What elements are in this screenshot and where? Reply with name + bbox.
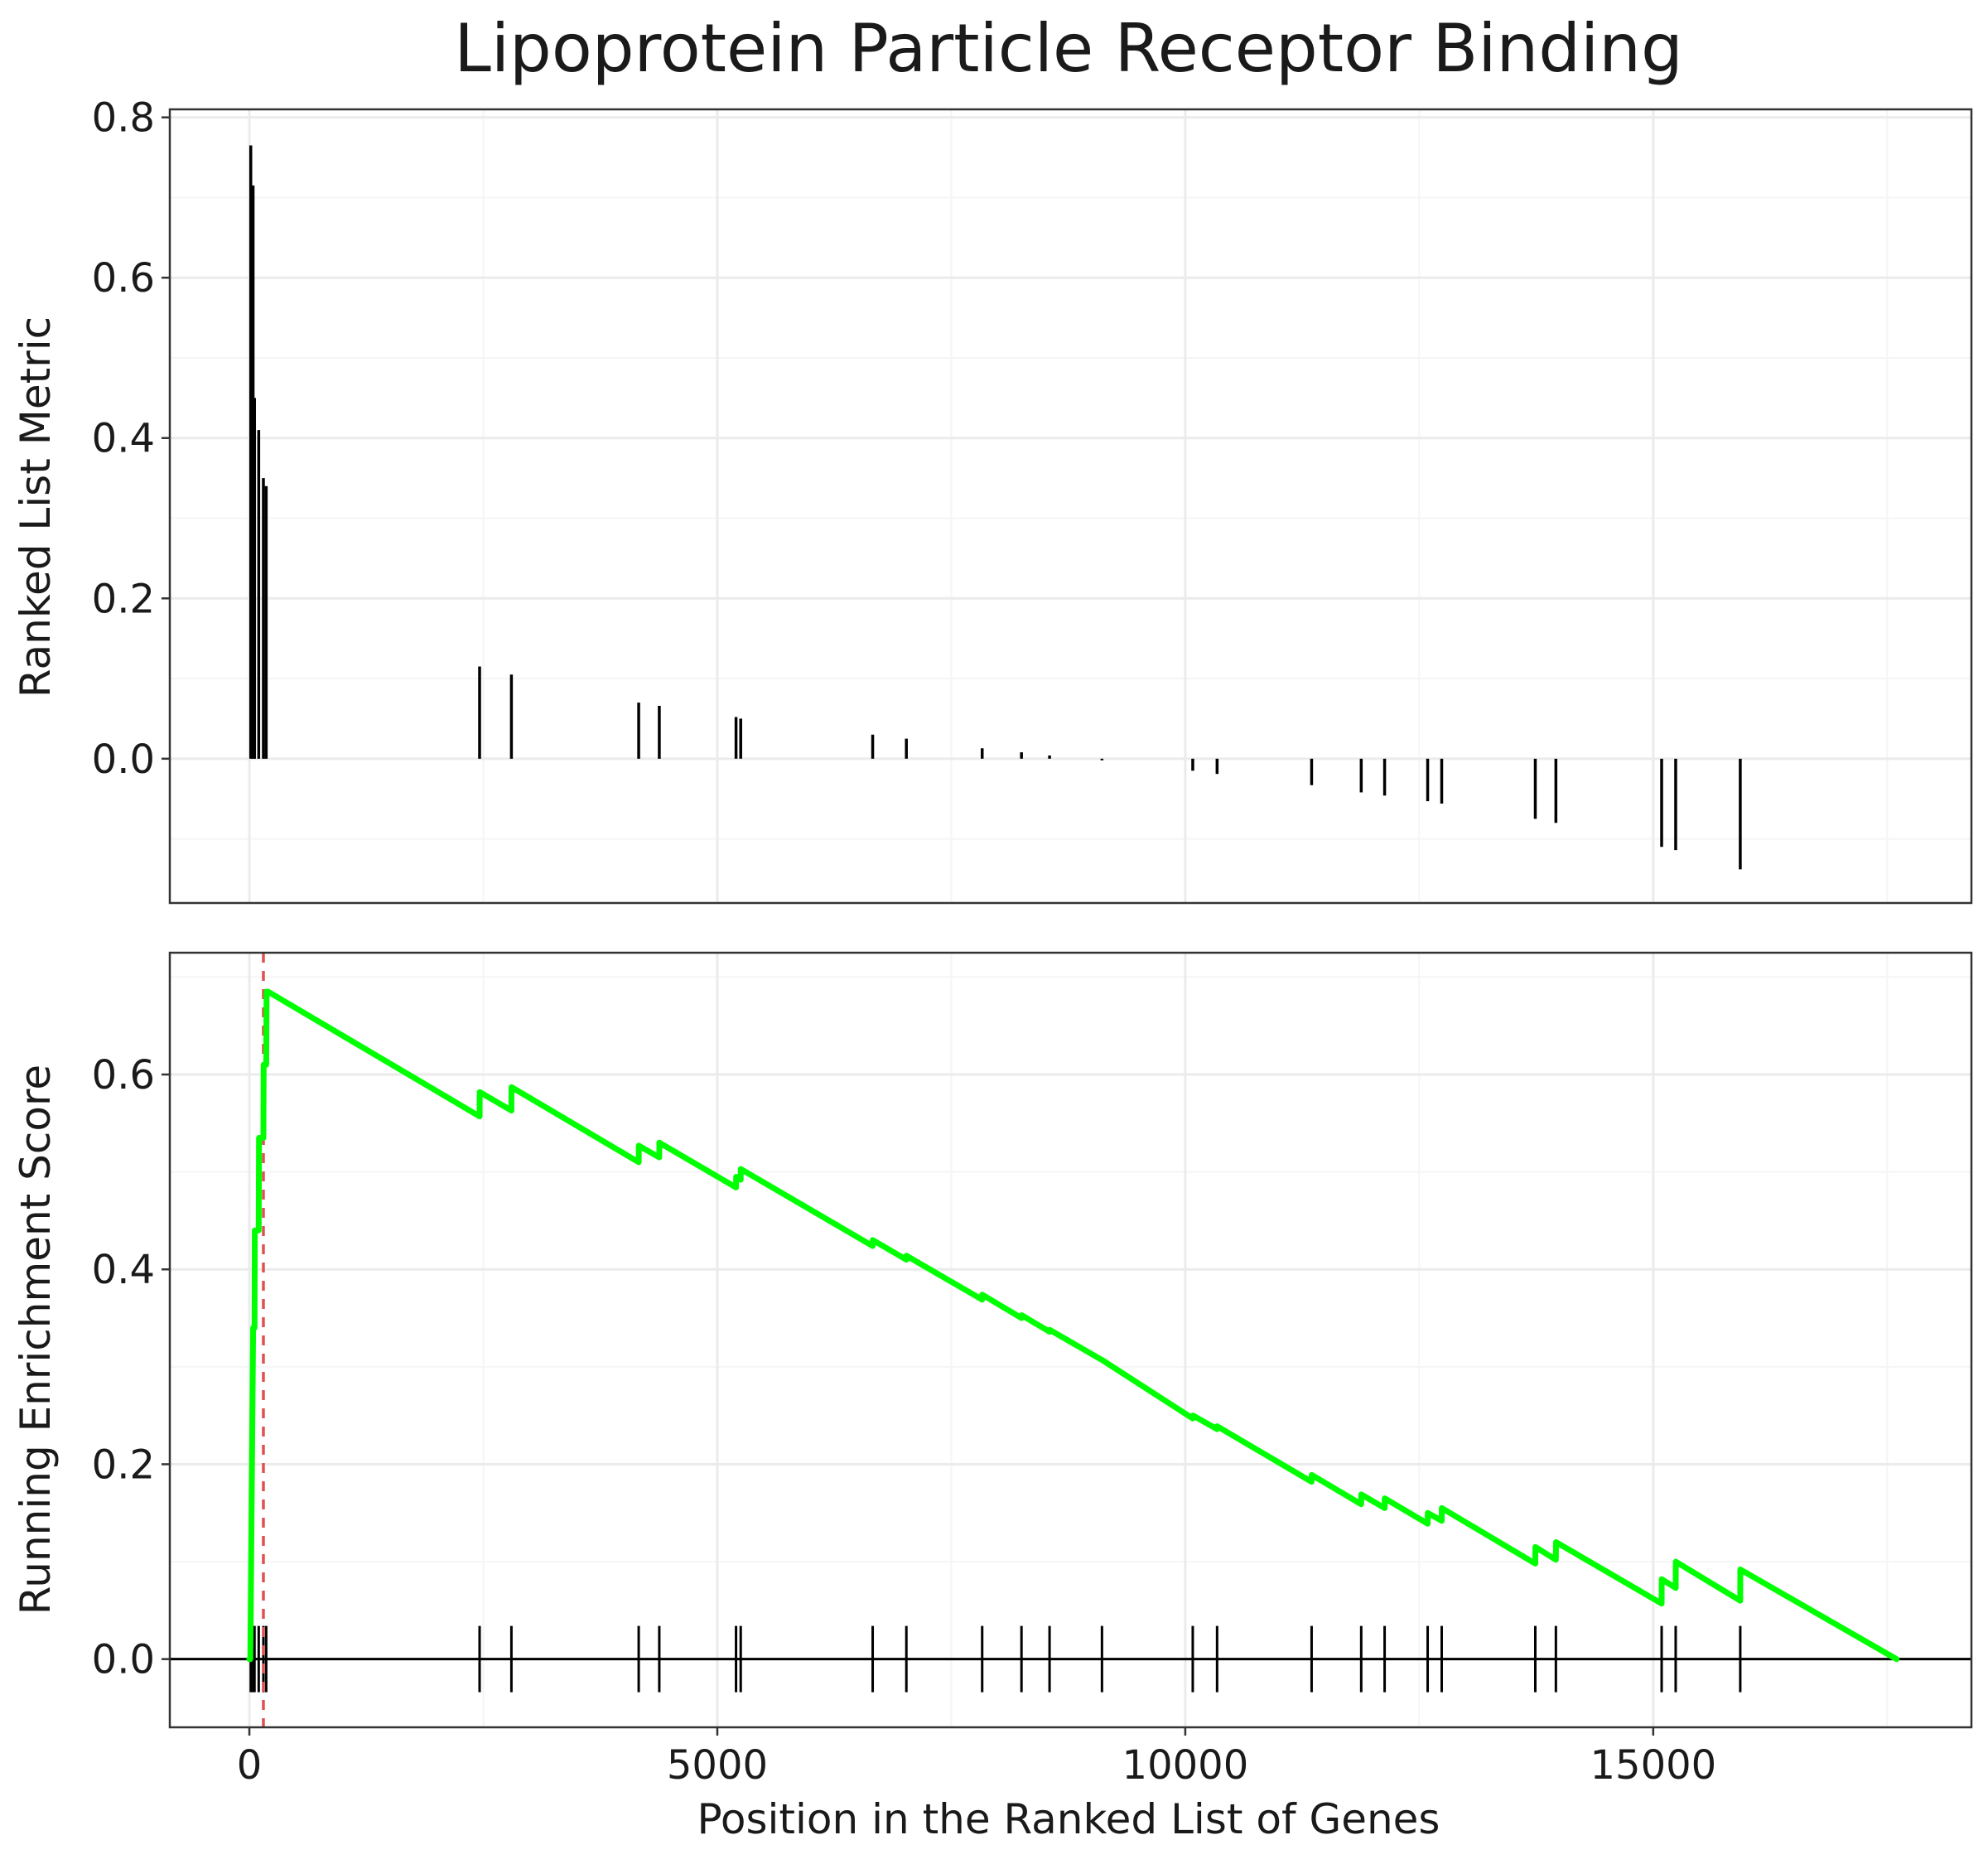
ranked-metric-y-axis-label: Ranked List Metric [12, 316, 60, 698]
enrichment-score-y-axis-label: Running Enrichment Score [12, 1065, 60, 1615]
bottom-y-tick-label: 0.4 [92, 1247, 155, 1293]
bottom-panel-border [168, 951, 1973, 1729]
bottom-y-tick-label: 0.2 [92, 1441, 155, 1488]
bottom-y-tick-label: 0.0 [92, 1637, 155, 1683]
top-y-tick-label: 0.2 [92, 576, 155, 622]
bottom-y-tick-label: 0.6 [92, 1052, 155, 1099]
top-panel-background [170, 109, 1971, 903]
x-axis-label: Position in the Ranked List of Genes [697, 1795, 1440, 1843]
ranked-metric-panel: 0.0 0.2 0.4 0.6 0.8 [92, 95, 1973, 905]
enrichment-score-panel: 0.0 0.2 0.4 0.6 0 5000 10000 15000 [92, 951, 1973, 1789]
x-tick-label: 0 [237, 1742, 263, 1789]
top-y-tick-label: 0.6 [92, 255, 155, 302]
x-tick-label: 5000 [667, 1742, 768, 1789]
top-y-tick-label: 0.4 [92, 416, 155, 462]
x-tick-label: 15000 [1590, 1742, 1716, 1789]
running-es-line [246, 988, 1900, 1663]
top-panel-border [168, 108, 1973, 905]
chart-title: Lipoprotein Particle Receptor Binding [454, 10, 1682, 87]
top-y-tick-label: 0.0 [92, 736, 155, 783]
top-y-tick-label: 0.8 [92, 95, 155, 142]
x-tick-label: 10000 [1122, 1742, 1249, 1789]
